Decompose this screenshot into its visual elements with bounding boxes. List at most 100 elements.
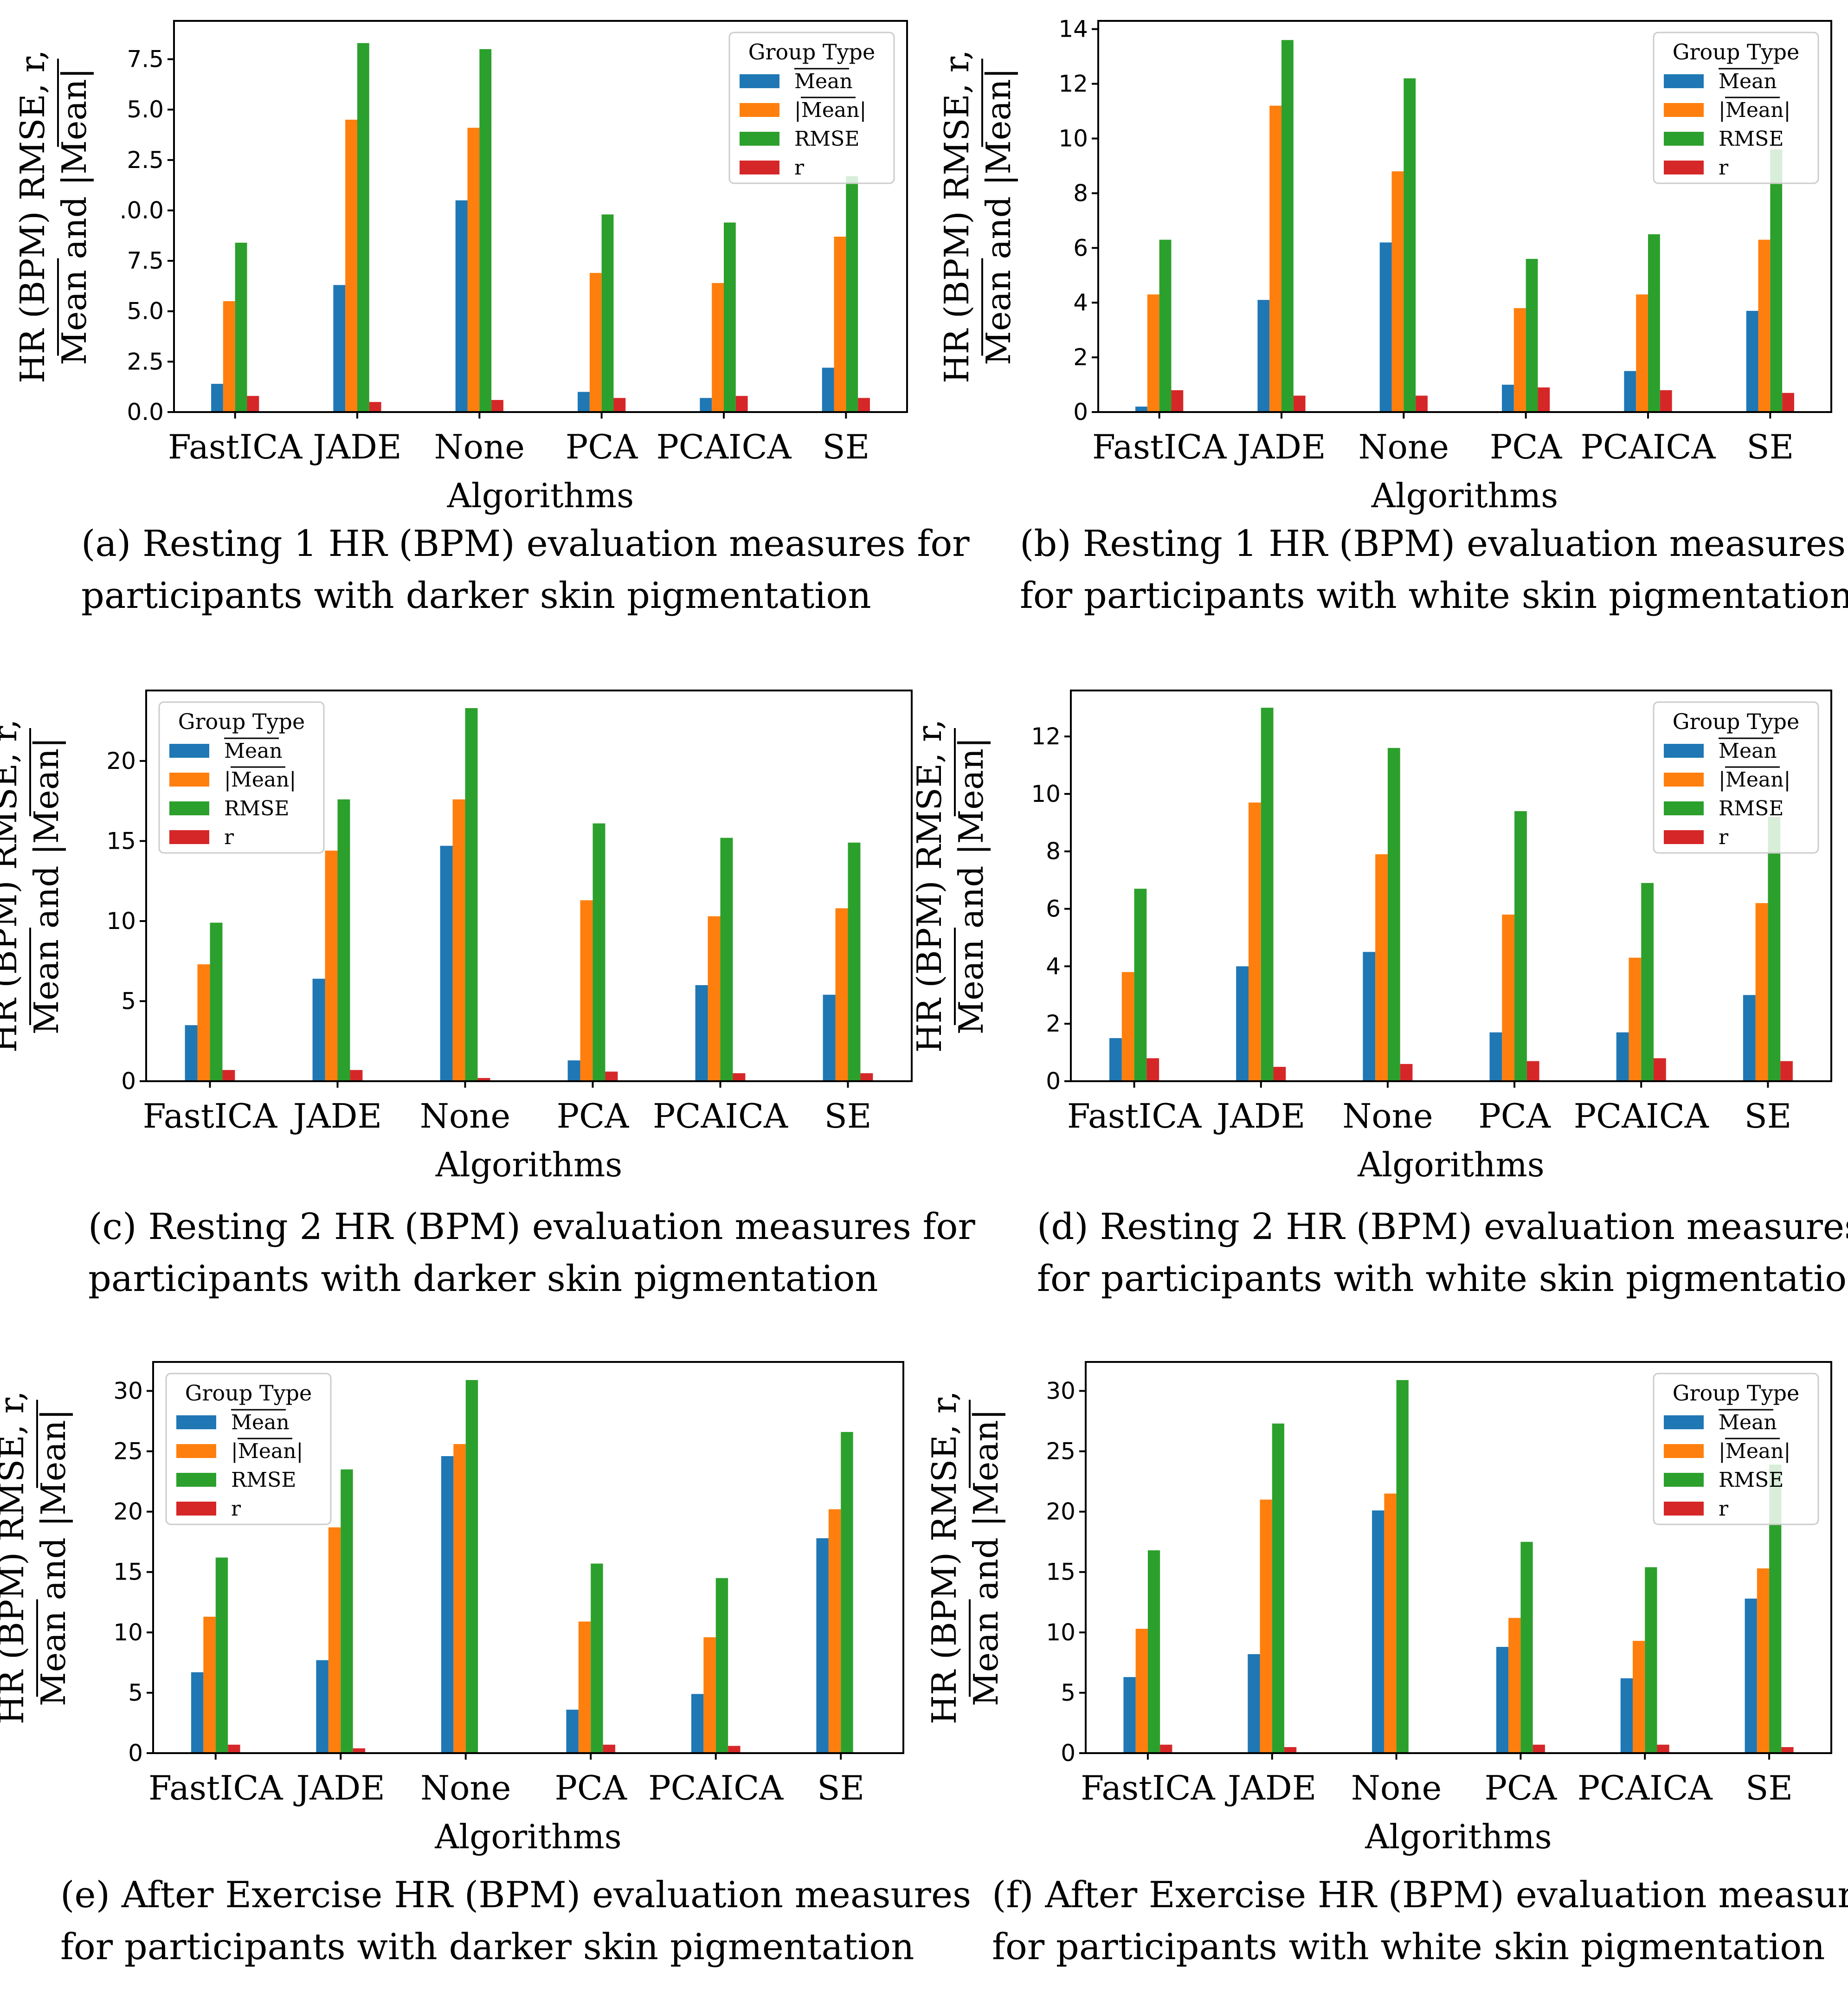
panel-e-bar-rmse-fastica — [215, 1557, 228, 1753]
panel-d-caption-line-1: (d) Resting 2 HR (BPM) evaluation measur… — [1037, 1206, 1848, 1248]
panel-f-bar-mean-jade — [1248, 1654, 1260, 1753]
panel-e-bar-r-fastica — [228, 1744, 240, 1753]
panel-f-y-axis-title-2: Mean and |Mean| — [966, 1409, 1005, 1706]
panel-b-ytick-label: 12 — [1058, 71, 1088, 97]
panel-d-legend-label: r — [1719, 826, 1729, 849]
panel-d-category-label: PCAICA — [1574, 1097, 1709, 1135]
panel-e-bar-abs-meanabs--pca — [578, 1621, 591, 1753]
panel-a-legend-label: Mean — [794, 70, 853, 93]
panel-b-bar-abs-meanabs--pcaica — [1636, 294, 1648, 412]
panel-a-bar-abs-meanabs--se — [834, 236, 846, 412]
panel-c-ytick-label: 0 — [121, 1068, 136, 1095]
panel-a-bar-mean-pca — [578, 392, 590, 412]
panel-b-legend-swatch — [1664, 74, 1704, 88]
panel-c-bar-r-se — [860, 1073, 873, 1081]
panel-d-ytick-label: 12 — [1031, 723, 1061, 750]
panel-e-bar-mean-none — [441, 1456, 454, 1753]
panel-d-legend-title: Group Type — [1673, 709, 1799, 734]
panel-d-legend-label: Mean — [1719, 739, 1777, 763]
panel-b-category-label: FastICA — [1092, 427, 1227, 466]
panel-c-bar-abs-meanabs--pca — [580, 900, 593, 1081]
panel-b-ytick-label: 4 — [1073, 289, 1088, 316]
panel-d-bar-rmse-pca — [1514, 811, 1527, 1081]
panel-a-legend-swatch — [740, 161, 779, 174]
panel-c-legend-swatch — [169, 744, 209, 758]
panel-f-bar-mean-pcaica — [1620, 1678, 1633, 1753]
panel-b-ytick-label: 6 — [1073, 234, 1088, 261]
panel-e-bar-abs-meanabs--none — [453, 1444, 466, 1753]
panel-d-bar-rmse-jade — [1261, 708, 1274, 1081]
panel-a-bar-abs-meanabs--pcaica — [712, 283, 724, 412]
panel-f-category-label: FastICA — [1081, 1768, 1215, 1807]
panel-b-legend-title: Group Type — [1673, 39, 1799, 65]
panel-b-bar-rmse-fastica — [1159, 239, 1172, 412]
panel-f-bar-r-se — [1781, 1747, 1794, 1753]
panel-a-bar-r-se — [858, 398, 870, 412]
panel-b-bar-mean-none — [1379, 242, 1392, 412]
panel-d-category-label: PCA — [1478, 1097, 1551, 1135]
panel-d-axes-frame — [1070, 690, 1832, 1082]
panel-b-bar-mean-fastica — [1135, 406, 1147, 412]
panel-a-y-axis-title-2: Mean and |Mean| — [55, 68, 94, 365]
panel-d-bar-r-jade — [1273, 1067, 1286, 1081]
panel-c-category-label: JADE — [290, 1097, 382, 1135]
panel-c-category-label: PCA — [557, 1097, 630, 1135]
panel-a-ytick-label: .0.0 — [120, 197, 164, 224]
panel-a-category-label: SE — [822, 427, 869, 466]
panel-f-category-label: PCA — [1485, 1768, 1558, 1807]
panel-a-bar-r-pca — [613, 398, 626, 412]
panel-e-legend-label: |Mean| — [231, 1439, 303, 1463]
panel-f-bar-abs-meanabs--fastica — [1135, 1629, 1148, 1753]
panel-b-bar-r-pca — [1538, 387, 1550, 412]
panel-e-legend-label: Mean — [231, 1411, 290, 1434]
panel-b-category-label: None — [1359, 427, 1449, 466]
panel-e-y-axis-title-2: Mean and |Mean| — [34, 1409, 73, 1706]
panel-f-ytick-label: 10 — [1046, 1619, 1075, 1646]
panel-e-bar-r-pcaica — [728, 1746, 740, 1753]
panel-a-axes-frame — [173, 20, 908, 413]
panel-b-bar-abs-meanabs--pca — [1513, 308, 1526, 412]
panel-b-ytick-label: 8 — [1073, 180, 1088, 206]
panel-f-caption-line-1: (f) After Exercise HR (BPM) evaluation m… — [992, 1874, 1848, 1916]
panel-b-legend-label: RMSE — [1719, 127, 1784, 151]
panel-c-bar-r-none — [477, 1078, 490, 1081]
panel-a-category-label: PCA — [566, 427, 638, 466]
panel-d-ytick-label: 8 — [1046, 838, 1061, 865]
panel-d-bar-abs-meanabs--pca — [1502, 914, 1515, 1081]
panel-d-legend-swatch — [1664, 744, 1704, 758]
panel-c-x-axis-title: Algorithms — [435, 1145, 622, 1184]
panel-e-category-label: PCA — [554, 1768, 627, 1807]
panel-c-bar-mean-jade — [312, 979, 325, 1081]
panel-f-category-label: SE — [1745, 1768, 1793, 1807]
panel-c-legend-label: |Mean| — [224, 768, 296, 792]
panel-c-legend-swatch — [169, 830, 209, 844]
panel-e-category-label: JADE — [293, 1768, 385, 1807]
panel-b-bar-rmse-se — [1770, 149, 1783, 412]
panel-a-bar-mean-pcaica — [700, 398, 712, 412]
panel-e-bar-rmse-jade — [341, 1469, 353, 1753]
panel-a-y-axis-title: HR (BPM) RMSE, r, — [13, 50, 52, 383]
panel-c-legend-label: RMSE — [224, 797, 289, 820]
panel-e-category-label: PCAICA — [648, 1768, 784, 1807]
panel-a-caption-line-1: (a) Resting 1 HR (BPM) evaluation measur… — [81, 523, 970, 565]
panel-d-category-label: SE — [1744, 1097, 1791, 1135]
panel-e-bar-mean-fastica — [191, 1672, 204, 1753]
panel-a-category-label: JADE — [309, 427, 401, 466]
panel-c-ytick-label: 5 — [121, 987, 136, 1014]
panel-c-legend-swatch — [169, 773, 209, 787]
panel-b-bar-mean-pca — [1502, 385, 1514, 412]
panel-d-legend-label: |Mean| — [1719, 768, 1790, 792]
panel-a-bar-r-none — [491, 400, 503, 412]
panel-b-caption-line-2: for participants with white skin pigment… — [1020, 575, 1848, 617]
panel-b-axes-frame — [1097, 20, 1832, 413]
panel-c-bar-rmse-pca — [592, 823, 605, 1081]
panel-f-legend-label: |Mean| — [1719, 1439, 1790, 1463]
panel-d-bar-mean-none — [1363, 952, 1376, 1081]
panel-a-bar-rmse-none — [479, 49, 492, 412]
panel-b-bar-abs-meanabs--fastica — [1147, 294, 1159, 412]
panel-a-category-label: None — [434, 427, 525, 466]
panel-d-bar-r-pcaica — [1654, 1058, 1666, 1081]
panel-f-legend-label: Mean — [1719, 1411, 1777, 1434]
panel-f-bar-abs-meanabs--none — [1384, 1493, 1397, 1753]
panel-f-bar-rmse-jade — [1272, 1423, 1284, 1753]
